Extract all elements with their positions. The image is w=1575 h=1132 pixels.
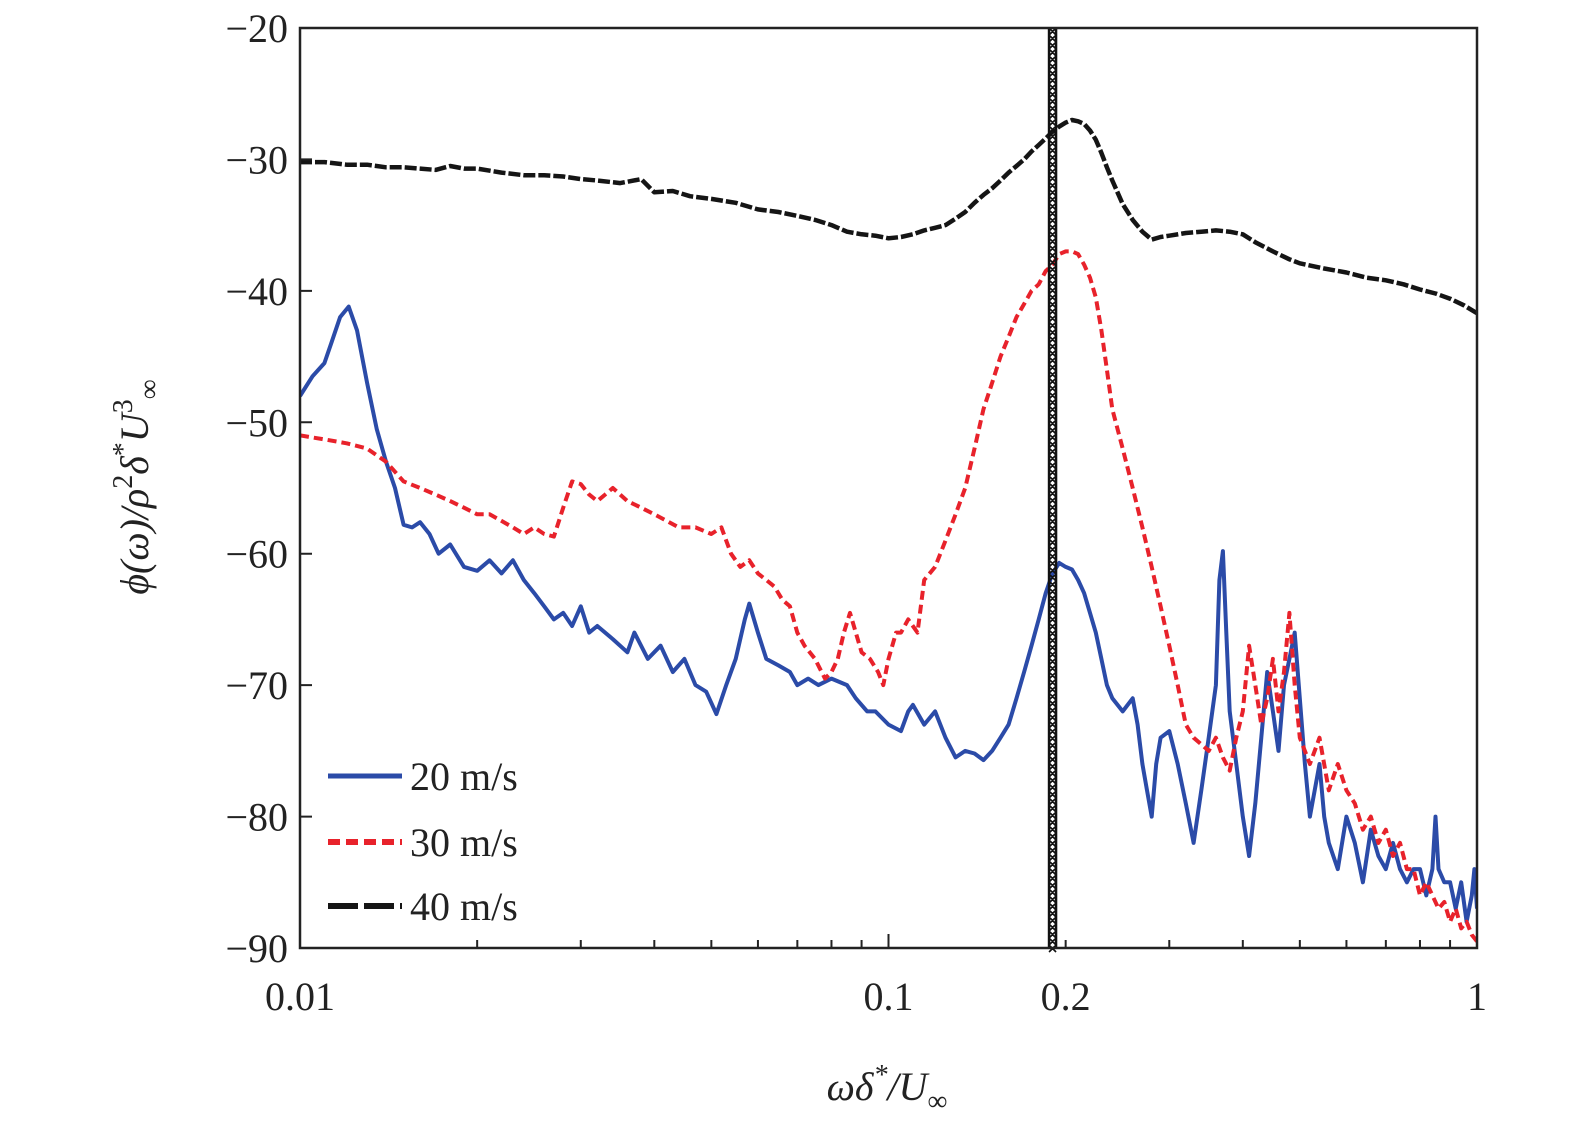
y-tick-label: −20 — [225, 6, 288, 51]
legend-label: 20 m/s — [410, 754, 518, 799]
y-axis-title: ϕ(ω)/ρ2δ*U3∞ — [108, 379, 165, 594]
series-line-20-m-s — [300, 304, 1477, 924]
tick-marks — [299, 27, 1478, 949]
series-layer — [300, 117, 1477, 943]
y-tick-label: −60 — [225, 532, 288, 577]
series-line-30-m-s — [300, 249, 1477, 943]
legend-label: 30 m/s — [410, 820, 518, 865]
y-tick-label: −40 — [225, 269, 288, 314]
plot-area-frame — [298, 26, 1479, 950]
x-tick-label: 0.01 — [265, 974, 335, 1019]
y-tick-label: −90 — [225, 926, 288, 971]
x-tick-label: 0.2 — [1041, 974, 1091, 1019]
series-line-40-m-s — [300, 117, 1477, 316]
legend-label: 40 m/s — [410, 884, 518, 929]
y-tick-label: −30 — [225, 137, 288, 182]
tick-labels: −20 −30 −40 −50 −60 −70 −80 −900.01 0.1 0.2 1 — [225, 6, 1487, 1019]
x-tick-label: 0.1 — [864, 974, 914, 1019]
y-tick-label: −80 — [225, 795, 288, 840]
axis-ticks — [299, 27, 1478, 949]
y-tick-label: −50 — [225, 400, 288, 445]
legend: 20 m/s 30 m/s 40 m/s — [328, 754, 518, 929]
reference-line-cross-markers — [1048, 27, 1057, 953]
x-axis-title: ωδ*/U∞ — [827, 1060, 948, 1117]
x-tick-label: 1 — [1467, 974, 1487, 1019]
reference-line-layer — [1047, 27, 1058, 953]
y-tick-label: −70 — [225, 663, 288, 708]
